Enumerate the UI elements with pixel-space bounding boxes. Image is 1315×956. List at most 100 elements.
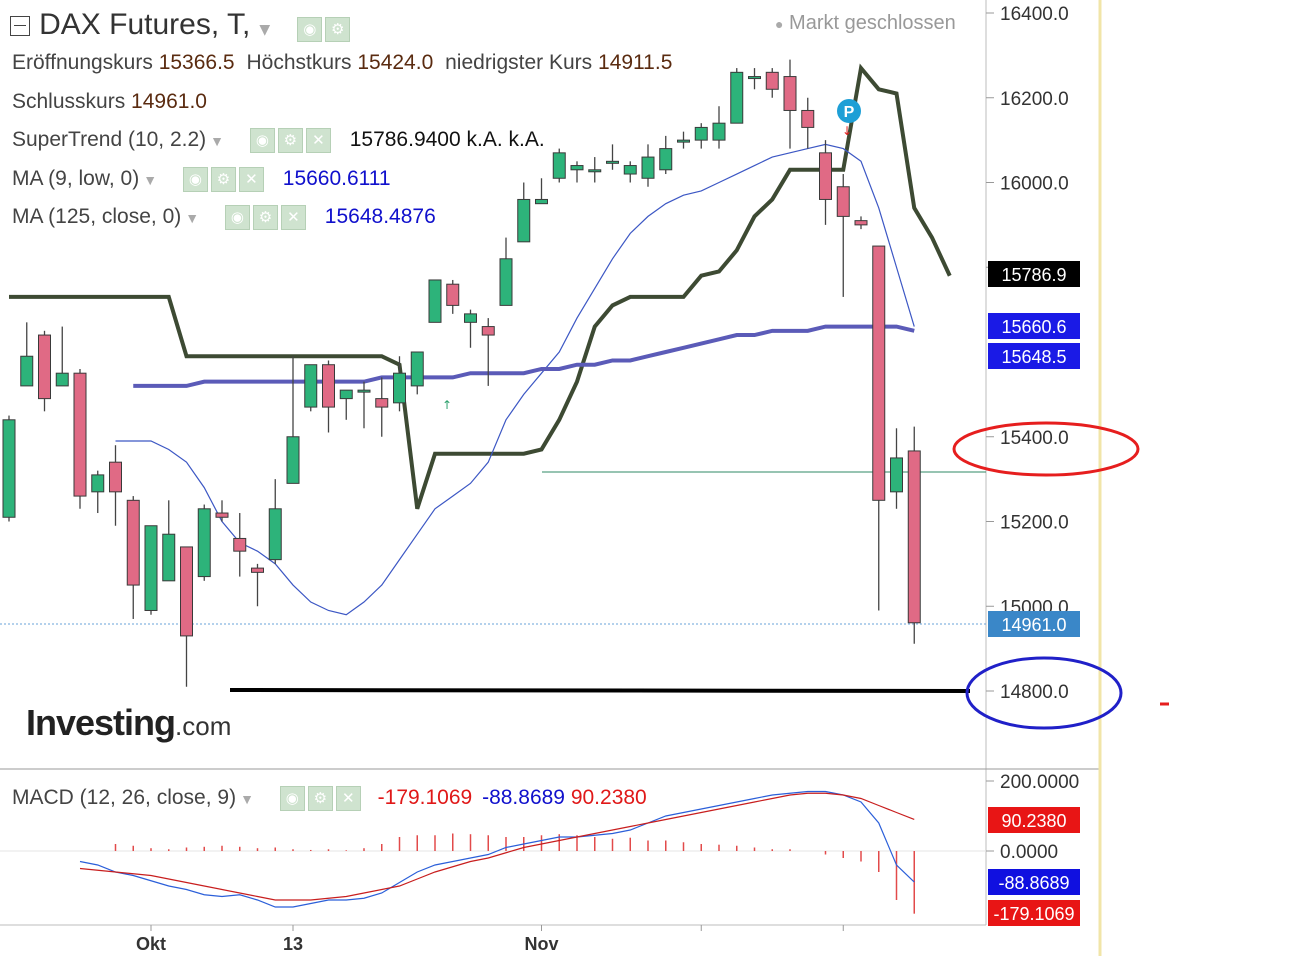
candle-body [819,152,832,200]
price-badge-text: 15660.6 [1001,317,1066,337]
chevron-down-icon[interactable]: ▼ [259,21,271,38]
candle-body [499,258,513,306]
macd-badge-text: -179.1069 [993,904,1074,924]
candle-body [180,546,193,637]
status-text: Markt geschlossen [789,12,956,34]
candle-body [126,499,140,586]
eye-icon[interactable]: ◉ [297,17,323,42]
candle [801,97,815,149]
candle [570,161,584,183]
candle [428,279,442,323]
candle [836,174,850,297]
candle-body [765,71,779,90]
candle [872,245,886,611]
candle-body [410,351,424,387]
p-marker-icon[interactable] [837,99,861,123]
candle-body [836,186,850,217]
macd-badge-text: -88.8689 [998,873,1069,893]
candle-body [20,355,34,387]
eye-icon[interactable]: ◉ [182,167,208,192]
eye-icon[interactable]: ◉ [224,205,250,230]
close-icon[interactable]: ✕ [335,786,361,811]
candle [126,496,140,619]
candle-body [233,537,247,552]
candle-body [748,76,761,80]
collapse-icon[interactable] [10,15,30,36]
price-badge-bg [988,343,1080,369]
candle [464,309,477,348]
ohlc-row: Eröffnungskurs 15366.5 Höchstkurs 15424.… [12,51,672,75]
indicator-supertrend[interactable]: SuperTrend (10, 2.2) ▼ ◉ ⚙ ✕ 15786.9400 k.A… [12,128,545,153]
candle [730,68,744,124]
chevron-down-icon[interactable]: ▼ [240,790,254,807]
candle [677,131,690,149]
chevron-down-icon[interactable]: ▼ [185,209,200,226]
candle-body [322,364,335,408]
candle-body [197,508,211,578]
candle [233,513,247,577]
price-tick-label: 14800.0 [1000,682,1069,703]
candle [748,68,761,90]
candle-body [854,220,868,226]
macd-badge-text: 90.2380 [1001,811,1066,831]
down-arrow-icon: ↓ [842,124,852,138]
candle [109,445,122,526]
indicator-values: 15648.4876 [324,205,436,229]
indicator-values: 15660.6111 [282,167,391,191]
gear-icon[interactable]: ⚙ [277,128,303,153]
macd-legend[interactable]: MACD (12, 26, close, 9) ▼ ◉ ⚙ ✕ -179.1069 -… [12,786,647,811]
candle-body [446,283,460,306]
candle [144,525,158,615]
close-icon[interactable]: ✕ [238,167,264,192]
close-icon[interactable]: ✕ [305,128,331,153]
candle-body [677,139,690,143]
macd-value-3: 90.2380 [570,786,647,810]
gear-icon[interactable]: ⚙ [325,17,351,42]
candle [819,140,832,225]
candle [410,351,424,395]
ma9-line [115,143,915,616]
candle [339,389,353,420]
chevron-down-icon[interactable]: ▼ [143,171,158,188]
candle [393,356,406,412]
candle [854,216,868,230]
indicator-ma125[interactable]: MA (125, close, 0) ▼ ◉ ⚙ ✕ 15648.4876 [12,205,436,230]
close-icon[interactable]: ✕ [280,205,306,230]
x-tick-label: Nov [524,934,558,954]
up-arrow-icon: ↑ [442,398,452,412]
low-value: 14911.5 [598,51,673,74]
price-badge: 14961.0 [988,611,1080,637]
candle-body [712,122,726,141]
chevron-down-icon[interactable]: ▼ [210,132,225,149]
candle [659,135,673,175]
open-value: 15366.5 [158,51,235,74]
p-marker-letter: P [844,104,855,121]
candle [694,123,708,149]
gear-icon[interactable]: ⚙ [307,786,333,811]
candle-body [694,126,708,141]
candle-body [783,76,797,111]
candle-body [641,156,655,179]
price-badge-bg [988,261,1080,287]
candle-body [91,474,105,493]
price-badge-bg [988,313,1080,339]
indicator-label: MA (125, close, 0) [12,205,182,229]
candle-body [73,372,87,497]
close-label: Schlusskurs [12,90,126,113]
gear-icon[interactable]: ⚙ [210,167,236,192]
open-label: Eröffnungskurs [12,51,153,74]
gear-icon[interactable]: ⚙ [252,205,278,230]
candle-body [286,436,300,484]
candle-body [55,372,69,387]
eye-icon[interactable]: ◉ [279,786,305,811]
candle [446,279,460,314]
red-ellipse-annotation [952,421,1140,477]
candle-body [38,334,51,400]
candle [499,237,513,306]
eye-icon[interactable]: ◉ [249,128,275,153]
close-value: 14961.0 [131,90,207,113]
candle [606,144,619,170]
macd-badge-bg [988,807,1080,833]
indicator-ma9[interactable]: MA (9, low, 0) ▼ ◉ ⚙ ✕ 15660.6111 [12,167,391,192]
